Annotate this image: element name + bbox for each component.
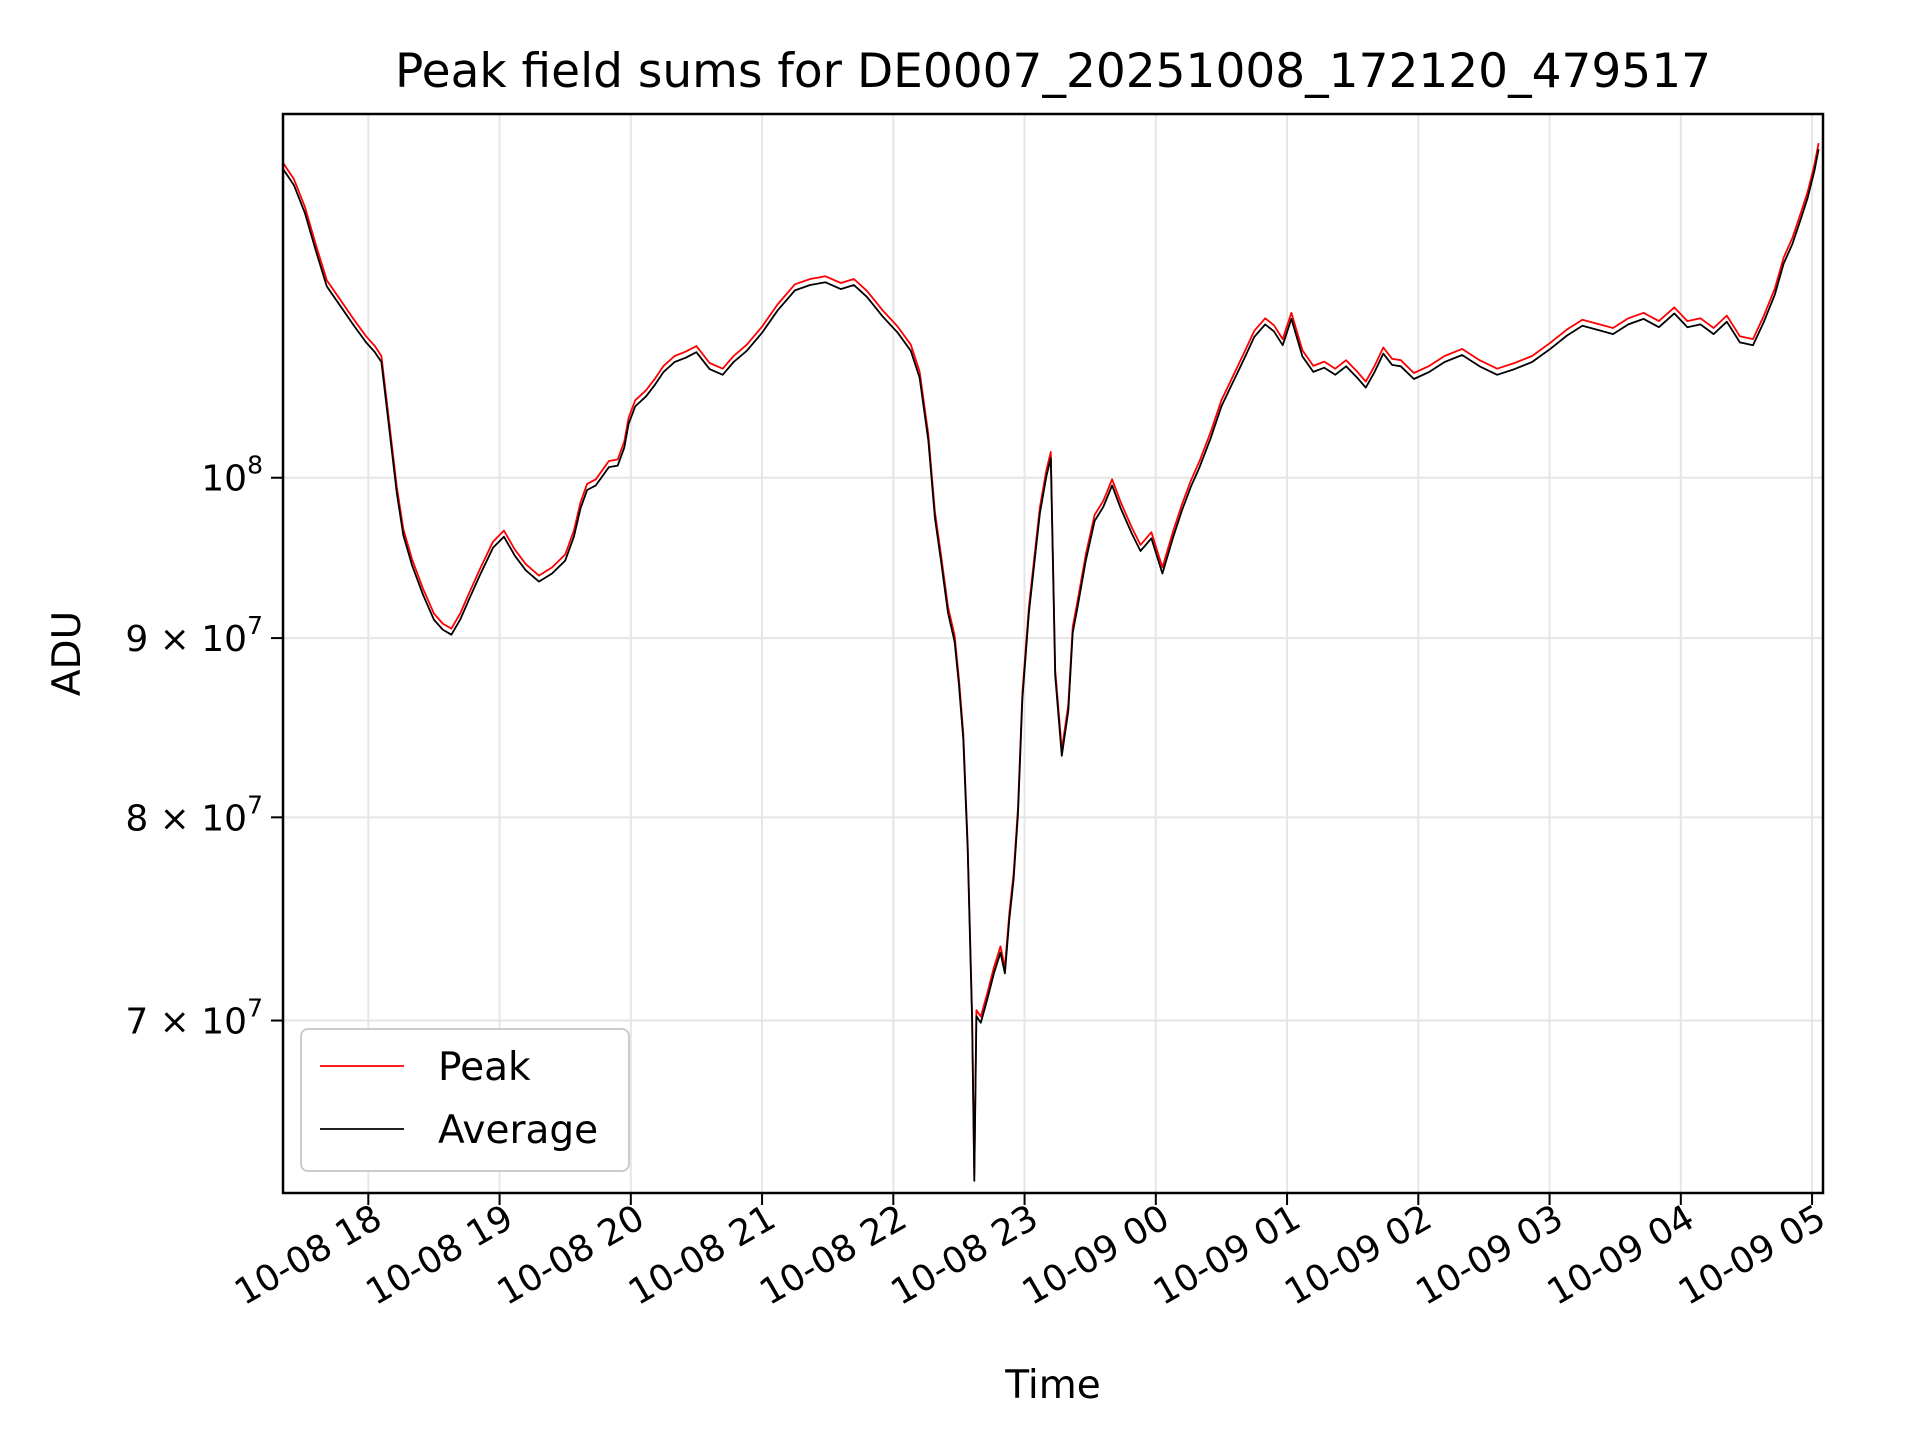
y-tick-label: 108 bbox=[201, 451, 263, 500]
plot-frame bbox=[281, 112, 1825, 1195]
y-axis-label: ADU bbox=[45, 611, 90, 696]
legend-box bbox=[300, 1028, 630, 1172]
legend-label-average: Average bbox=[438, 1108, 598, 1153]
legend-label-peak: Peak bbox=[438, 1045, 531, 1090]
series-line-average bbox=[283, 149, 1820, 1182]
y-tick-label: 9 × 107 bbox=[125, 611, 263, 660]
legend: Peak Average bbox=[300, 1028, 630, 1172]
y-tick-label: 8 × 107 bbox=[125, 790, 263, 839]
x-axis-label: Time bbox=[1004, 1363, 1100, 1408]
chart-title: Peak field sums for DE0007_20251008_1721… bbox=[395, 44, 1711, 99]
y-tick-label: 7 × 107 bbox=[125, 994, 263, 1043]
series-lines bbox=[283, 142, 1820, 1182]
